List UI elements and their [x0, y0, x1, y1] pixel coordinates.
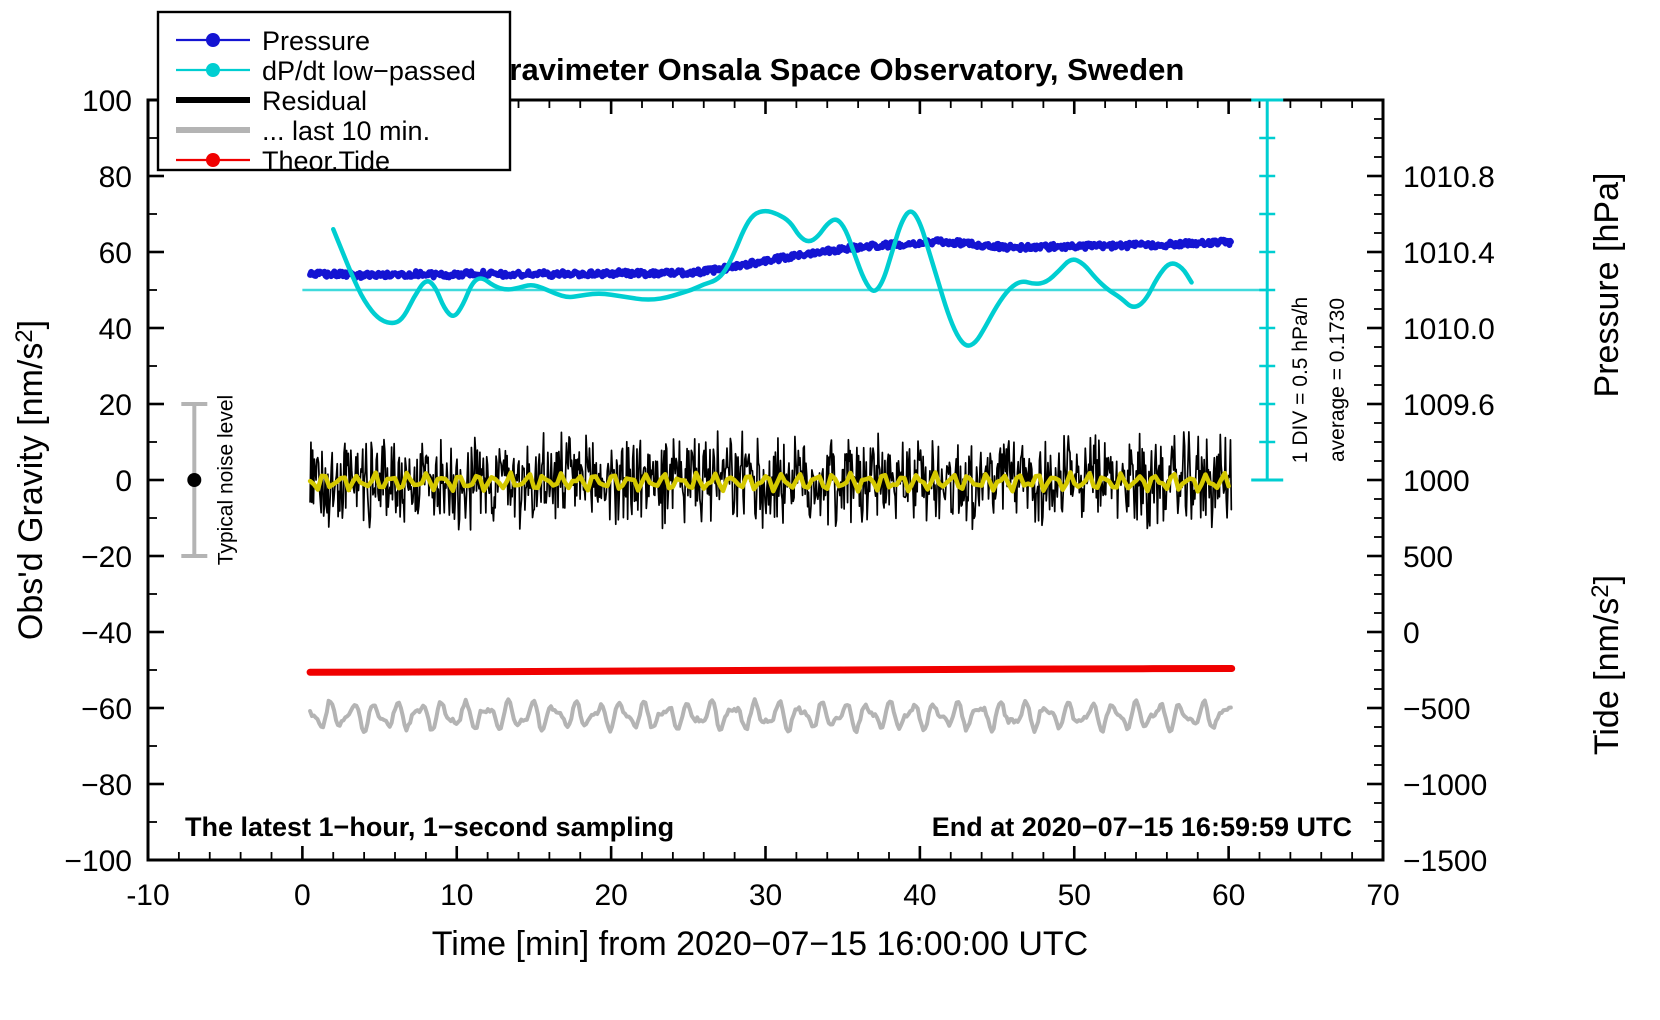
pressure-tick-label: 1009.6 — [1403, 389, 1495, 422]
pressure-tick-label: 1010.0 — [1403, 313, 1495, 346]
dpdt-average-label: average = 0.1730 — [1326, 298, 1349, 462]
y-tick-label: 80 — [99, 161, 132, 194]
x-tick-label: -10 — [126, 879, 169, 912]
x-tick-label: 20 — [594, 879, 627, 912]
y-tick-label: −20 — [81, 541, 132, 574]
dpdt-div-label: 1 DIV = 0.5 hPa/h — [1289, 297, 1312, 463]
x-tick-label: 60 — [1212, 879, 1245, 912]
tide-tick-label: −1500 — [1403, 845, 1487, 878]
pressure-axis-title: Pressure [hPa] — [1588, 173, 1626, 398]
tide-tick-label: −500 — [1403, 693, 1471, 726]
y-axis-title: Obs'd Gravity [nm/s2] — [11, 320, 50, 640]
legend-label: Theor.Tide — [262, 146, 390, 176]
y-tick-label: 60 — [99, 237, 132, 270]
tide-tick-label: 1000 — [1403, 465, 1470, 498]
typical-noise-indicator: Typical noise level — [181, 395, 237, 565]
legend-label: ... last 10 min. — [262, 116, 430, 146]
x-tick-label: 10 — [440, 879, 473, 912]
pressure-tick-label: 1010.8 — [1403, 161, 1495, 194]
series-residual-smoothed — [307, 470, 1231, 494]
y-tick-label: −60 — [81, 693, 132, 726]
data-series-group — [302, 208, 1268, 735]
y-tick-label: 0 — [115, 465, 132, 498]
tide-axis-ticks: −1500 −1000 −500 0 500 1000 — [1367, 465, 1487, 878]
x-axis-title: Time [min] from 2020−07−15 16:00:00 UTC — [432, 925, 1088, 963]
legend-item-pressure[interactable]: Pressure — [176, 26, 370, 56]
legend-item-dp-dt-low-passed[interactable]: dP/dt low−passed — [176, 56, 476, 86]
x-tick-label: 0 — [294, 879, 311, 912]
y-tick-label: −100 — [64, 845, 132, 878]
legend-item-theor-tide[interactable]: Theor.Tide — [176, 146, 390, 176]
legend-item-last-10-min[interactable]: ... last 10 min. — [176, 116, 430, 146]
x-tick-label: 70 — [1366, 879, 1399, 912]
legend-item-residual[interactable]: Residual — [176, 86, 367, 116]
legend-marker — [206, 63, 220, 77]
y-axis-ticks: −100 −80 −60 −40 −20 0 20 40 60 80 100 — [64, 85, 164, 878]
y-tick-label: 20 — [99, 389, 132, 422]
pressure-tick-label: 1010.4 — [1403, 237, 1495, 270]
tide-tick-label: 0 — [1403, 617, 1420, 650]
x-tick-label: 40 — [903, 879, 936, 912]
footer-right-note: End at 2020−07−15 16:59:59 UTC — [932, 812, 1352, 842]
series-dp-dt-low-passed — [302, 208, 1268, 348]
dpdt-scale-bar: 1 DIV = 0.5 hPa/h average = 0.1730 — [1251, 98, 1349, 482]
series-last-10-min — [308, 697, 1233, 735]
tide-tick-label: −1000 — [1403, 769, 1487, 802]
y-tick-label: −40 — [81, 617, 132, 650]
legend-marker — [206, 153, 220, 167]
series-pressure — [307, 236, 1234, 282]
y-tick-label: −80 — [81, 769, 132, 802]
legend-marker — [206, 33, 220, 47]
legend-label: dP/dt low−passed — [262, 56, 476, 86]
y-tick-label: 100 — [82, 85, 132, 118]
x-tick-label: 50 — [1058, 879, 1091, 912]
legend-label: Pressure — [262, 26, 370, 56]
x-axis-ticks: -10 0 10 20 30 40 50 60 70 — [126, 100, 1400, 912]
tide-tick-label: 500 — [1403, 541, 1453, 574]
pressure-axis-ticks: 1009.6 1010.0 1010.4 1010.8 — [1367, 99, 1495, 842]
y-tick-label: 40 — [99, 313, 132, 346]
x-tick-label: 30 — [749, 879, 782, 912]
legend-label: Residual — [262, 86, 367, 116]
tide-axis-title: Tide [nm/s2] — [1587, 575, 1626, 755]
series-theor-tide — [306, 664, 1236, 676]
footer-left-note: The latest 1−hour, 1−second sampling — [185, 812, 674, 842]
noise-level-label: Typical noise level — [214, 395, 237, 565]
